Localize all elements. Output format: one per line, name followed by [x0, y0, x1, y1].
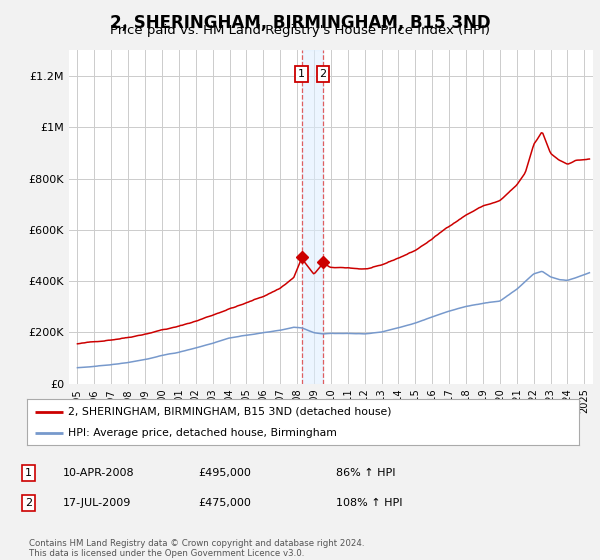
Text: 2: 2	[25, 498, 32, 508]
Text: Contains HM Land Registry data © Crown copyright and database right 2024.
This d: Contains HM Land Registry data © Crown c…	[29, 539, 364, 558]
Text: 108% ↑ HPI: 108% ↑ HPI	[336, 498, 403, 508]
Text: £495,000: £495,000	[198, 468, 251, 478]
Text: £475,000: £475,000	[198, 498, 251, 508]
Text: 1: 1	[25, 468, 32, 478]
Text: 2: 2	[320, 69, 326, 79]
Text: 10-APR-2008: 10-APR-2008	[63, 468, 134, 478]
Text: 1: 1	[298, 69, 305, 79]
Text: 86% ↑ HPI: 86% ↑ HPI	[336, 468, 395, 478]
Text: Price paid vs. HM Land Registry's House Price Index (HPI): Price paid vs. HM Land Registry's House …	[110, 24, 490, 37]
Text: 2, SHERINGHAM, BIRMINGHAM, B15 3ND (detached house): 2, SHERINGHAM, BIRMINGHAM, B15 3ND (deta…	[68, 407, 392, 417]
Text: 2, SHERINGHAM, BIRMINGHAM, B15 3ND: 2, SHERINGHAM, BIRMINGHAM, B15 3ND	[110, 14, 490, 32]
Bar	[302, 50, 323, 384]
Text: 17-JUL-2009: 17-JUL-2009	[63, 498, 131, 508]
Text: HPI: Average price, detached house, Birmingham: HPI: Average price, detached house, Birm…	[68, 428, 337, 438]
